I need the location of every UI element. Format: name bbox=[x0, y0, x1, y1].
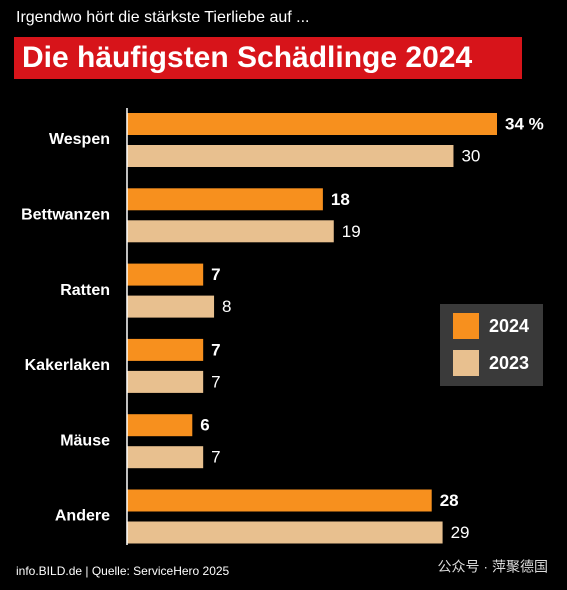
value-label: 7 bbox=[211, 340, 220, 359]
value-label: 7 bbox=[211, 265, 220, 284]
subtitle: Irgendwo hört die stärkste Tierliebe auf… bbox=[16, 9, 309, 26]
category-label: Andere bbox=[55, 508, 110, 525]
source: info.BILD.de | Quelle: ServiceHero 2025 bbox=[16, 564, 230, 578]
category-label: Ratten bbox=[60, 282, 110, 299]
bar bbox=[127, 263, 204, 286]
bar bbox=[127, 145, 454, 167]
category-label: Bettwanzen bbox=[21, 207, 110, 224]
chart-title: Die häufigsten Schädlinge 2024 bbox=[22, 41, 472, 74]
value-label: 6 bbox=[200, 416, 209, 435]
bar bbox=[127, 338, 204, 361]
value-label: 7 bbox=[211, 448, 220, 467]
bar bbox=[127, 113, 497, 135]
legend-label: 2024 bbox=[489, 316, 529, 336]
watermark: 公众号 · 萍聚德国 bbox=[438, 559, 548, 575]
bar bbox=[127, 295, 215, 318]
bar bbox=[127, 188, 323, 211]
bar bbox=[127, 489, 432, 512]
bar bbox=[127, 220, 334, 243]
bar bbox=[127, 446, 204, 469]
category-label: Wespen bbox=[49, 131, 110, 148]
value-label: 19 bbox=[342, 222, 361, 241]
bar bbox=[127, 370, 204, 393]
bar bbox=[127, 414, 193, 437]
value-label: 29 bbox=[451, 523, 470, 542]
legend-label: 2023 bbox=[489, 353, 529, 373]
value-label: 34 % bbox=[505, 114, 544, 133]
category-label: Mäuse bbox=[60, 432, 110, 449]
value-label: 28 bbox=[440, 491, 459, 510]
title-box bbox=[14, 37, 522, 79]
legend-swatch bbox=[453, 313, 479, 339]
legend-swatch bbox=[453, 350, 479, 376]
bar bbox=[127, 521, 443, 544]
value-label: 30 bbox=[461, 146, 480, 165]
category-label: Kakerlaken bbox=[25, 357, 110, 374]
value-label: 18 bbox=[331, 190, 350, 209]
value-label: 7 bbox=[211, 372, 220, 391]
value-label: 8 bbox=[222, 297, 231, 316]
